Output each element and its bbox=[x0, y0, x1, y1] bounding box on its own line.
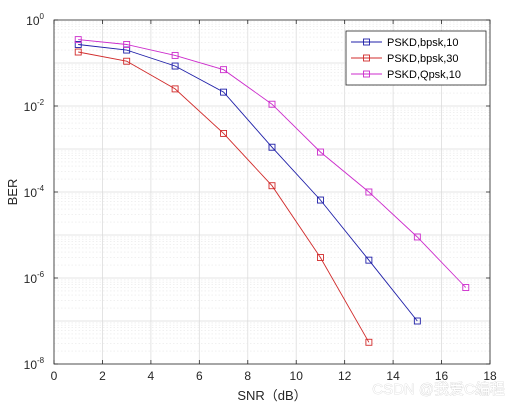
data-point-marker bbox=[413, 317, 421, 325]
y-tick-label: 10 bbox=[24, 186, 38, 200]
legend-item: PSKD,bpsk,30 bbox=[351, 53, 459, 65]
legend: PSKD,bpsk,10 PSKD,bpsk,30 PSKD,Qpsk,10 bbox=[345, 30, 487, 86]
y-axis-label: BER bbox=[5, 179, 20, 206]
data-point-marker bbox=[365, 188, 373, 196]
data-point-marker bbox=[268, 182, 276, 190]
y-tick-exponent: -2 bbox=[37, 98, 45, 107]
series-layer bbox=[74, 36, 470, 346]
x-tick-label: 0 bbox=[51, 369, 58, 383]
legend-item: PSKD,bpsk,10 bbox=[351, 37, 459, 49]
data-point-marker bbox=[365, 256, 373, 264]
x-tick-label: 4 bbox=[148, 369, 155, 383]
data-point-marker bbox=[74, 41, 82, 48]
data-point-marker bbox=[74, 36, 82, 44]
x-axis-label: SNR（dB） bbox=[237, 388, 306, 403]
data-point-marker bbox=[74, 48, 82, 56]
grid bbox=[53, 20, 491, 365]
y-tick-label: 10 bbox=[24, 100, 38, 114]
x-tick-label: 2 bbox=[99, 369, 106, 383]
data-point-marker bbox=[413, 233, 421, 241]
x-tick-label: 8 bbox=[244, 369, 251, 383]
y-tick-label: 10 bbox=[24, 272, 38, 286]
x-tick-label: 10 bbox=[290, 369, 304, 383]
data-point-marker bbox=[171, 62, 179, 70]
legend-marker bbox=[363, 54, 370, 62]
y-tick-exponent: -8 bbox=[37, 356, 45, 365]
data-point-marker bbox=[365, 338, 373, 346]
data-point-marker bbox=[171, 85, 179, 93]
data-point-marker bbox=[220, 129, 228, 137]
series-line bbox=[78, 51, 370, 343]
data-point-marker bbox=[123, 57, 131, 65]
y-tick-exponent: 0 bbox=[40, 12, 45, 21]
legend-marker bbox=[363, 70, 370, 78]
legend-label: PSKD,Qpsk,10 bbox=[387, 69, 461, 81]
x-tick-label: 18 bbox=[483, 369, 497, 383]
data-point-marker bbox=[316, 254, 324, 261]
legend-label: PSKD,bpsk,10 bbox=[387, 37, 459, 49]
y-tick-label: 10 bbox=[26, 14, 40, 28]
data-point-marker bbox=[123, 41, 131, 48]
legend-marker bbox=[363, 38, 370, 46]
series-line bbox=[78, 39, 467, 288]
series-line bbox=[78, 44, 418, 322]
data-point-marker bbox=[316, 196, 324, 204]
data-point-marker bbox=[171, 51, 179, 59]
x-tick-label: 16 bbox=[435, 369, 449, 383]
data-point-marker bbox=[268, 100, 276, 108]
watermark: CSDN @我爱C编程 bbox=[372, 381, 505, 398]
y-tick-exponent: -4 bbox=[37, 184, 45, 193]
series-2 bbox=[74, 48, 373, 346]
series-1 bbox=[74, 41, 421, 325]
data-point-marker bbox=[462, 284, 470, 291]
x-tick-label: 12 bbox=[338, 369, 352, 383]
data-point-marker bbox=[220, 88, 228, 96]
x-tick-label: 6 bbox=[196, 369, 203, 383]
data-point-marker bbox=[316, 148, 324, 156]
series-3 bbox=[74, 36, 470, 291]
y-tick-exponent: -6 bbox=[37, 270, 45, 279]
data-point-marker bbox=[268, 143, 276, 151]
legend-label: PSKD,bpsk,30 bbox=[387, 53, 459, 65]
data-point-marker bbox=[220, 66, 228, 74]
y-tick-label: 10 bbox=[24, 358, 38, 372]
legend-item: PSKD,Qpsk,10 bbox=[351, 69, 461, 81]
x-tick-label: 14 bbox=[386, 369, 400, 383]
